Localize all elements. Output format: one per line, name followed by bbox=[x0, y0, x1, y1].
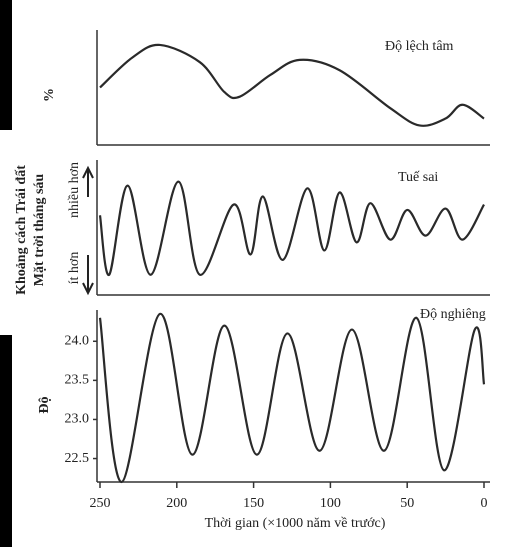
annotation: nhiều hơn bbox=[67, 162, 82, 218]
y-axis-label: Mặt trời tháng sáu bbox=[32, 174, 47, 287]
x-axis-label: Thời gian (×1000 năm về trước) bbox=[205, 516, 386, 531]
side-bar bbox=[0, 0, 12, 130]
y-axis-label: Độ bbox=[37, 396, 52, 413]
panel-label: Độ nghiêng bbox=[420, 307, 486, 322]
arrow-down bbox=[82, 255, 94, 296]
panel-label: Độ lệch tâm bbox=[385, 39, 454, 54]
arrow-up bbox=[82, 165, 94, 197]
panel-label: Tuế sai bbox=[398, 170, 438, 185]
data-line bbox=[99, 43, 485, 127]
y-tick-label: 22.5 bbox=[65, 451, 90, 466]
x-tick-label: 150 bbox=[243, 496, 264, 511]
data-line bbox=[98, 180, 485, 276]
x-tick-label: 250 bbox=[90, 496, 111, 511]
x-tick-label: 100 bbox=[320, 496, 341, 511]
annotation: ít hơn bbox=[67, 252, 82, 285]
x-tick-label: 200 bbox=[166, 496, 187, 511]
y-tick-label: 23.0 bbox=[65, 412, 90, 427]
y-tick-label: 23.5 bbox=[65, 373, 90, 388]
x-tick-label: 0 bbox=[481, 496, 488, 511]
y-axis-label: % bbox=[42, 88, 57, 102]
side-bar bbox=[0, 335, 12, 547]
y-tick-label: 24.0 bbox=[65, 333, 90, 348]
y-axis-label: Khoảng cách Trái đất bbox=[14, 165, 29, 295]
x-tick-label: 50 bbox=[400, 496, 414, 511]
data-line bbox=[98, 312, 486, 484]
